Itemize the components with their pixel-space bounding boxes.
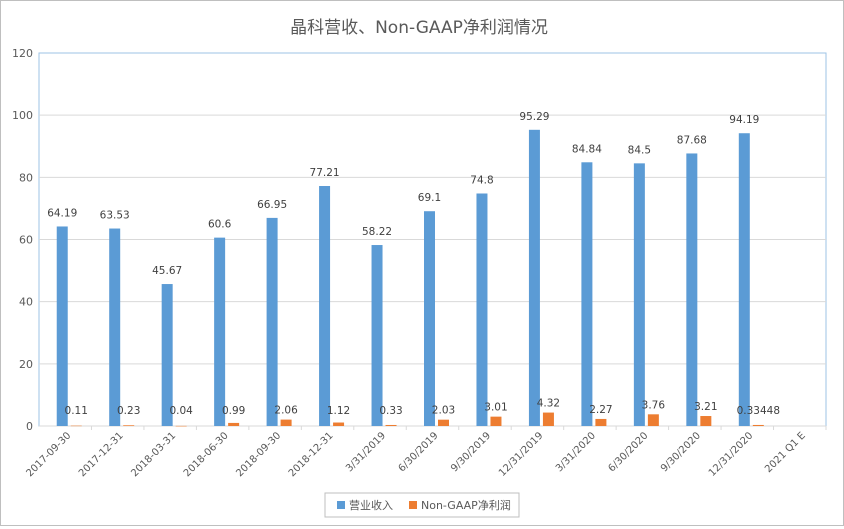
y-tick-label: 40 bbox=[19, 296, 33, 309]
bar-net-profit bbox=[175, 425, 187, 427]
data-label-revenue: 45.67 bbox=[152, 265, 182, 277]
bar-revenue bbox=[528, 129, 540, 426]
data-label-revenue: 94.19 bbox=[729, 114, 759, 126]
y-axis: 0 20 40 60 80 100 120 bbox=[12, 47, 33, 433]
x-tick-label: 2018-03-31 bbox=[129, 430, 178, 479]
bar-net-profit bbox=[70, 425, 82, 427]
x-tick-label: 2018-09-30 bbox=[234, 430, 283, 479]
bar-revenue bbox=[109, 228, 121, 426]
legend-swatch-net-profit bbox=[409, 501, 417, 509]
data-label-net-profit: 0.23 bbox=[117, 405, 140, 417]
x-axis: 2017-09-30 2017-12-31 2018-03-31 2018-06-30… bbox=[24, 426, 827, 479]
data-label-net-profit: 3.21 bbox=[694, 401, 717, 413]
bar-net-profit bbox=[438, 419, 449, 426]
data-label-revenue: 84.5 bbox=[628, 144, 651, 156]
data-label-revenue: 64.19 bbox=[47, 207, 77, 219]
data-labels: 64.19 0.11 63.53 0.23 45.67 0.04 60.6 0.99 66.95… bbox=[47, 111, 780, 417]
chart-title: 晶科营收、Non-GAAP净利润情况 bbox=[290, 18, 548, 38]
bar-revenue bbox=[161, 284, 173, 426]
x-tick-label: 12/31/2020 bbox=[707, 430, 756, 479]
x-tick-label: 9/30/2020 bbox=[659, 430, 703, 474]
data-label-net-profit: 0.11 bbox=[65, 405, 88, 417]
data-label-revenue: 58.22 bbox=[362, 226, 392, 238]
bar-revenue bbox=[633, 163, 645, 427]
data-label-net-profit: 0.33 bbox=[379, 405, 402, 417]
bars bbox=[56, 129, 764, 427]
data-label-net-profit: 3.01 bbox=[484, 402, 507, 414]
data-label-net-profit: 3.76 bbox=[642, 399, 666, 411]
data-label-net-profit: 2.03 bbox=[432, 405, 455, 417]
bar-revenue bbox=[476, 193, 488, 426]
data-label-revenue: 87.68 bbox=[677, 134, 707, 146]
data-label-net-profit: 2.27 bbox=[589, 404, 612, 416]
data-label-revenue: 84.84 bbox=[572, 143, 602, 155]
data-label-net-profit: 0.99 bbox=[222, 405, 245, 417]
bar-net-profit bbox=[228, 422, 240, 426]
bar-net-profit bbox=[123, 425, 135, 426]
x-tick-label: 3/31/2020 bbox=[554, 430, 598, 474]
data-label-revenue: 95.29 bbox=[519, 111, 549, 123]
bar-revenue bbox=[266, 217, 278, 426]
bar-net-profit bbox=[647, 414, 659, 426]
bar-revenue bbox=[214, 237, 226, 426]
bar-net-profit bbox=[542, 412, 554, 426]
data-label-net-profit: 4.32 bbox=[537, 398, 560, 410]
x-tick-label: 2017-12-31 bbox=[77, 430, 126, 479]
x-tick-label: 2018-12-31 bbox=[287, 430, 336, 479]
x-tick-label: 6/30/2019 bbox=[397, 430, 441, 474]
y-tick-label: 60 bbox=[19, 234, 33, 247]
data-label-revenue: 60.6 bbox=[208, 219, 232, 231]
bar-net-profit bbox=[385, 424, 397, 426]
x-tick-label: 2017-09-30 bbox=[24, 430, 73, 479]
data-label-revenue: 74.8 bbox=[470, 174, 493, 186]
bar-revenue bbox=[738, 133, 750, 427]
legend-label-revenue: 营业收入 bbox=[349, 498, 393, 512]
y-tick-label: 100 bbox=[12, 109, 33, 122]
bar-revenue bbox=[371, 245, 383, 426]
data-label-net-profit: 1.12 bbox=[327, 405, 350, 417]
bar-revenue bbox=[56, 226, 68, 426]
x-tick-label: 6/30/2020 bbox=[606, 430, 650, 474]
data-label-revenue: 63.53 bbox=[100, 210, 130, 222]
legend: 营业收入 Non-GAAP净利润 bbox=[324, 492, 520, 518]
bar-revenue bbox=[319, 186, 331, 426]
data-label-revenue: 69.1 bbox=[418, 192, 441, 204]
x-tick-label: 12/31/2019 bbox=[497, 430, 546, 479]
data-label-revenue: 77.21 bbox=[310, 167, 340, 179]
legend-box bbox=[324, 492, 520, 518]
x-tick-label: 2021 Q1 E bbox=[763, 430, 808, 475]
bar-net-profit bbox=[333, 422, 345, 426]
x-tick-label: 9/30/2019 bbox=[449, 430, 493, 474]
bar-net-profit bbox=[700, 416, 712, 426]
data-label-net-profit: 0.04 bbox=[169, 405, 193, 417]
legend-label-net-profit: Non-GAAP净利润 bbox=[421, 498, 511, 512]
data-label-net-profit: 0.33448 bbox=[737, 405, 780, 417]
bar-net-profit bbox=[490, 416, 502, 426]
y-tick-label: 20 bbox=[19, 358, 33, 371]
y-tick-label: 80 bbox=[19, 171, 33, 184]
bar-revenue bbox=[424, 211, 435, 426]
y-tick-label: 120 bbox=[12, 47, 33, 60]
bar-revenue bbox=[686, 153, 698, 426]
x-tick-label: 3/31/2019 bbox=[344, 430, 388, 474]
bar-net-profit bbox=[280, 419, 292, 426]
bar-net-profit bbox=[595, 418, 607, 426]
bar-net-profit bbox=[752, 424, 764, 426]
legend-swatch-revenue bbox=[337, 501, 345, 509]
data-label-net-profit: 2.06 bbox=[274, 405, 298, 417]
y-tick-label: 0 bbox=[26, 420, 33, 433]
bar-revenue bbox=[581, 162, 593, 426]
x-tick-label: 2018-06-30 bbox=[182, 430, 231, 479]
data-label-revenue: 66.95 bbox=[257, 199, 287, 211]
